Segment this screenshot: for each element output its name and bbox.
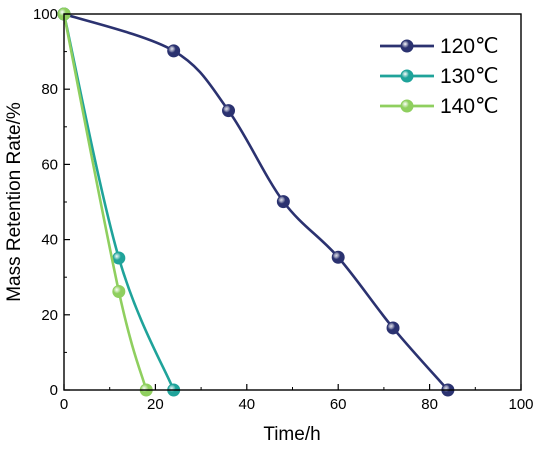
x-tick-label-6: 100 (508, 396, 533, 413)
ticks-layer: 0 20 40 60 80 100 0 20 40 60 80 100 (33, 6, 534, 413)
legend-label-1: 120℃ (440, 35, 499, 58)
data-point-s2-2 (112, 251, 126, 265)
plot-area (64, 14, 521, 390)
y-axis-title: Mass Retention Rate/% (4, 102, 25, 302)
x-tick-label-1: 0 (60, 396, 68, 413)
x-tick-label-3: 40 (238, 396, 255, 413)
data-point-s1-5 (331, 250, 345, 264)
series-layer (57, 7, 455, 397)
legend-swatch-marker-2 (400, 69, 414, 83)
data-point-s1-3 (222, 104, 236, 118)
legend-label-2: 130℃ (440, 65, 499, 88)
y-tick-label-4: 60 (41, 156, 58, 173)
x-tick-label-4: 60 (330, 396, 347, 413)
y-tick-label-6: 100 (33, 6, 58, 23)
legend-swatch-marker-1 (400, 39, 414, 53)
x-axis-title: Time/h (263, 424, 320, 445)
series-line-3 (62, 13, 148, 391)
legend: 120℃ 130℃ 140℃ (380, 35, 499, 118)
legend-label-3: 140℃ (440, 95, 499, 118)
y-tick-label-5: 80 (41, 81, 58, 98)
x-tick-label-2: 20 (147, 396, 164, 413)
legend-swatch-marker-3 (400, 99, 414, 113)
x-tick-label-5: 80 (421, 396, 438, 413)
y-tick-label-2: 20 (41, 307, 58, 324)
y-tick-label-3: 40 (41, 232, 58, 249)
data-point-s1-6 (386, 321, 400, 335)
data-point-s1-2 (167, 44, 181, 58)
data-point-s1-4 (276, 195, 290, 209)
data-point-s3-2 (112, 284, 126, 298)
y-tick-label-1: 0 (50, 382, 58, 399)
